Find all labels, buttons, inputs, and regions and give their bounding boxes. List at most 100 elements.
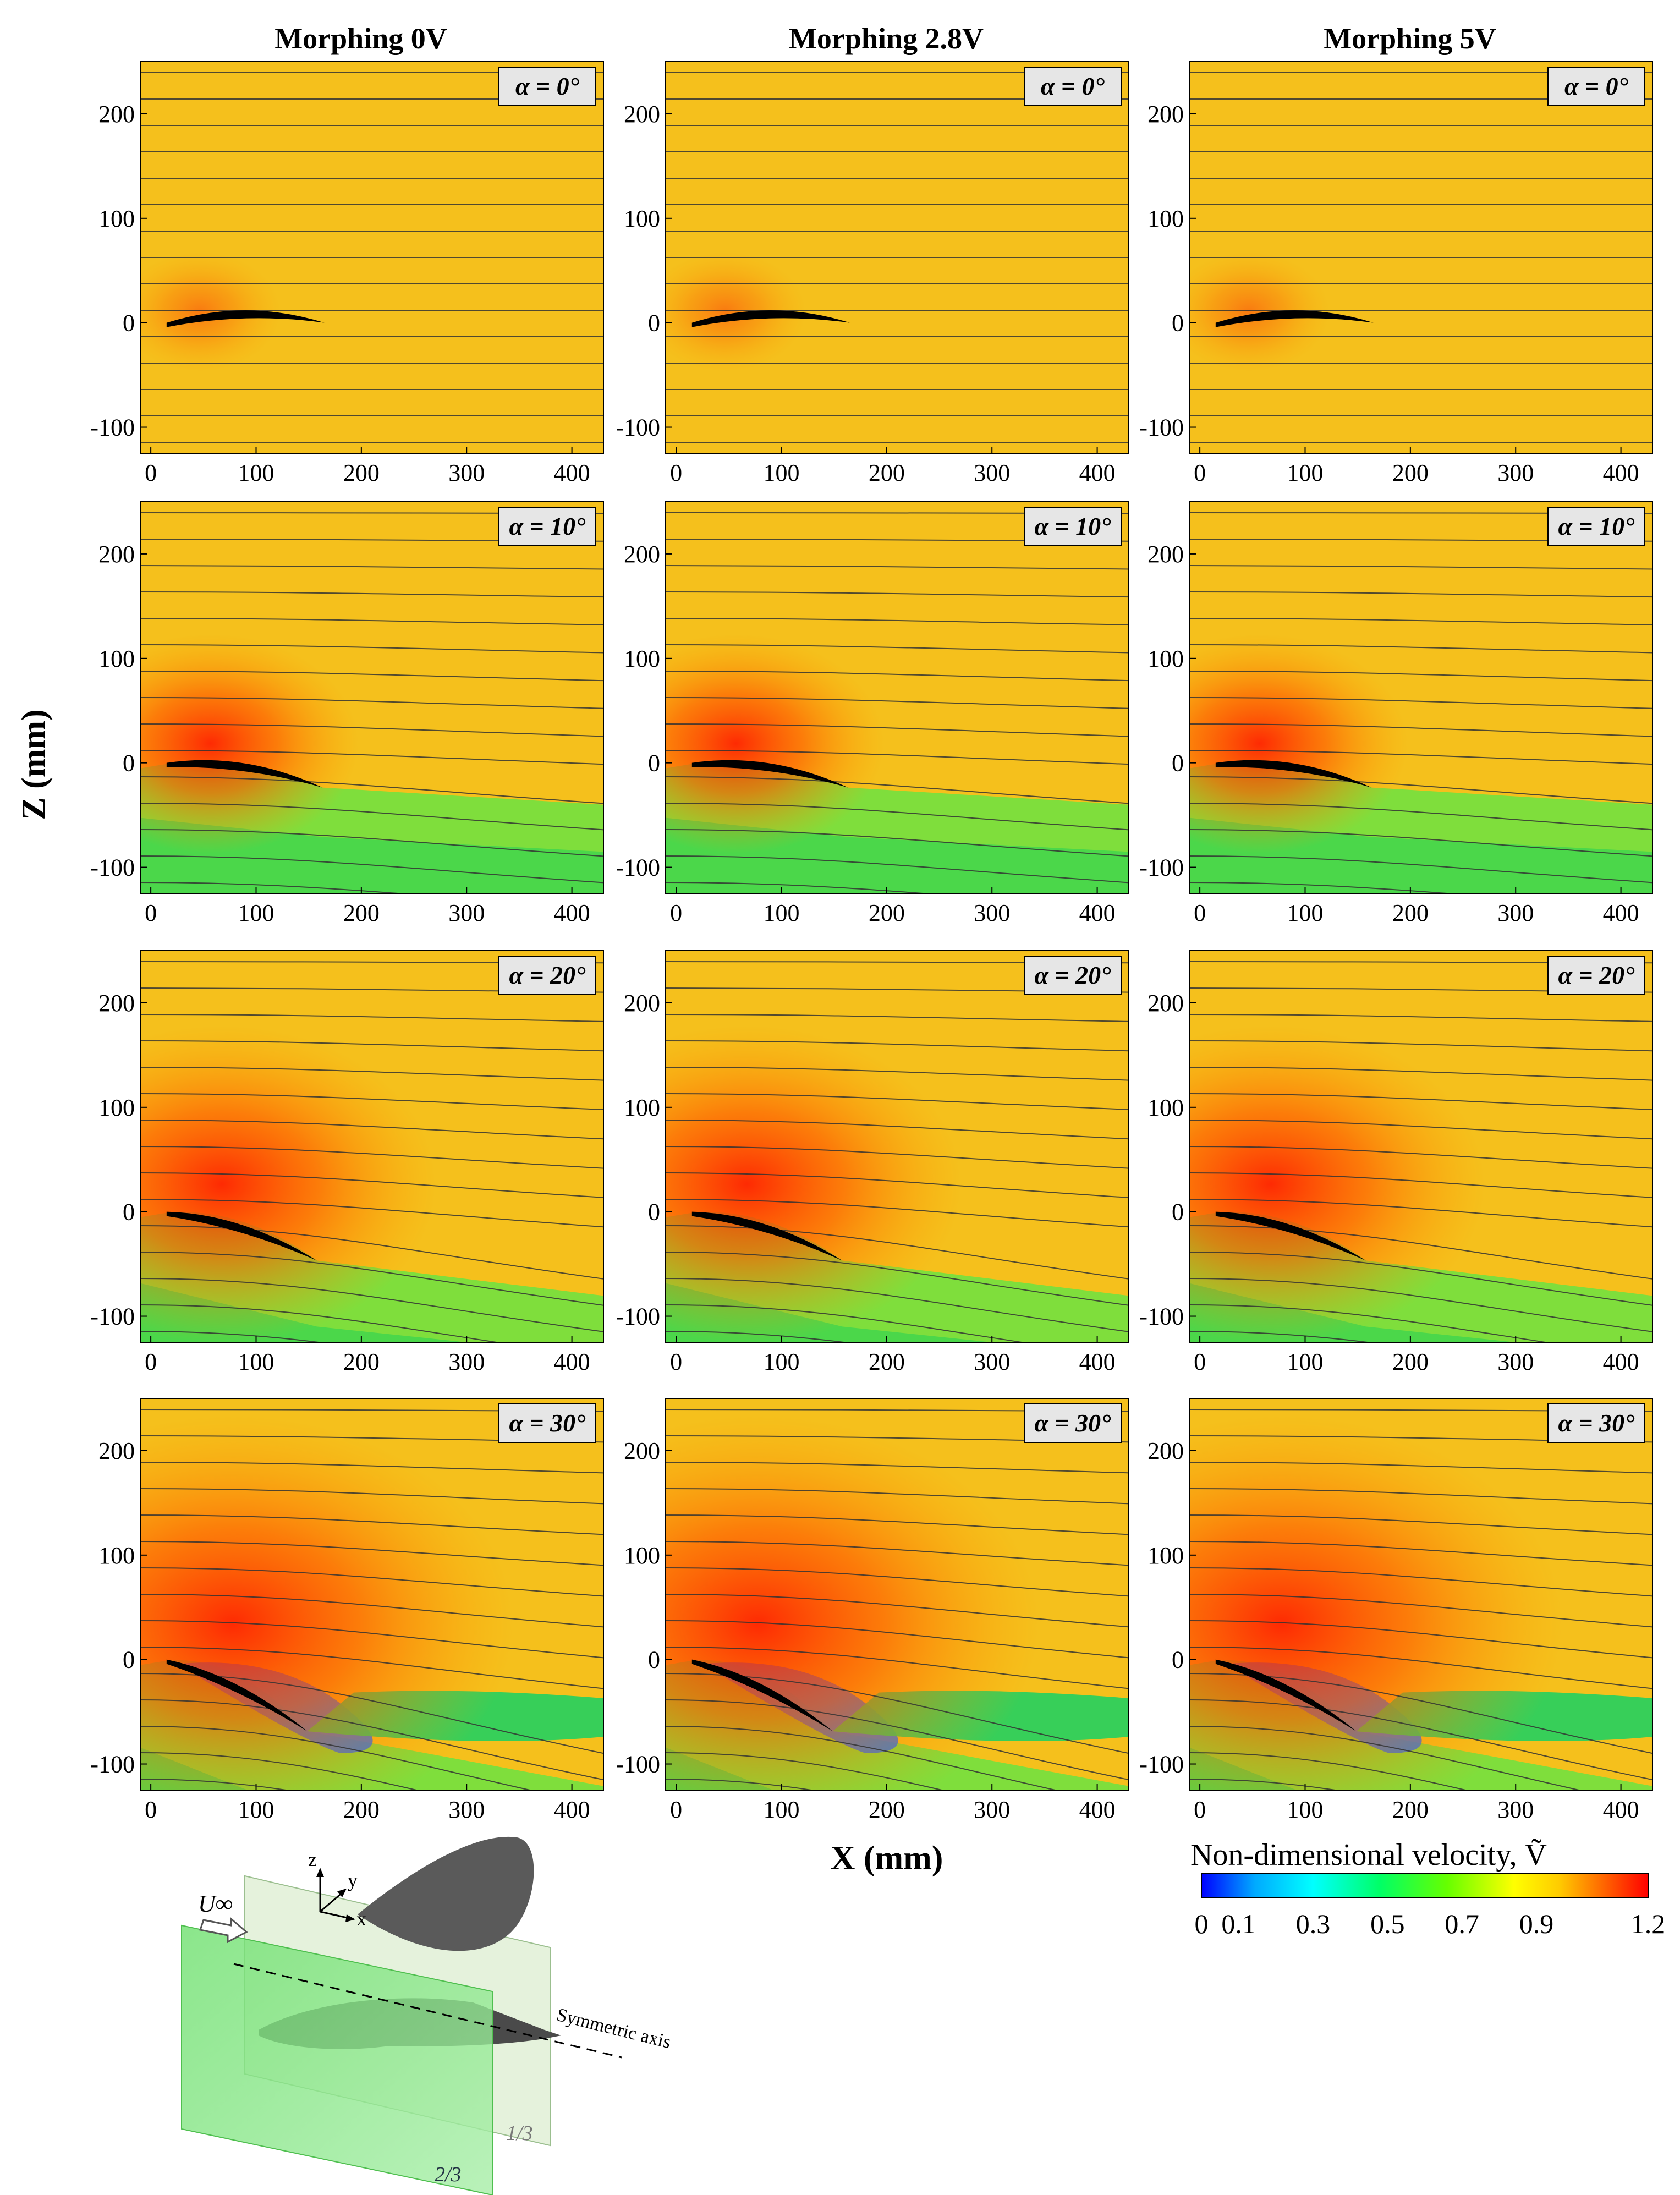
y-tick-label: 200 bbox=[98, 1437, 135, 1464]
x-tick-label: 300 bbox=[1497, 1796, 1534, 1823]
panel-frame bbox=[140, 950, 604, 1343]
x-tick-label: 300 bbox=[1497, 1348, 1534, 1375]
alpha-label-box bbox=[498, 1403, 596, 1443]
x-tick-label: 100 bbox=[764, 1796, 800, 1823]
wing-section bbox=[1215, 1211, 1366, 1261]
x-tick-label: 100 bbox=[1287, 459, 1324, 486]
x-tick-label: 400 bbox=[554, 1348, 590, 1375]
alpha-label-box bbox=[498, 507, 596, 546]
x-tick-label: 0 bbox=[145, 1796, 157, 1823]
x-tick-label: 0 bbox=[670, 459, 682, 486]
x-tick-label: 300 bbox=[974, 459, 1010, 486]
y-tick-label: 0 bbox=[648, 1199, 660, 1226]
high-speed-region bbox=[140, 1024, 437, 1342]
wing-section bbox=[166, 1659, 308, 1731]
colorbar-gradient bbox=[1201, 1873, 1649, 1898]
alpha-label: α = 20° bbox=[1034, 961, 1111, 989]
x-tick-label: 400 bbox=[1079, 899, 1116, 926]
flow-panel: α = 10° 0 100 200 300 400 200 100 0 -100 bbox=[90, 501, 604, 926]
y-tick-label: 100 bbox=[98, 205, 135, 232]
flow-panel: α = 0° 0 100 200 300 400 200 100 0 -100 bbox=[1139, 61, 1653, 486]
x-tick-label: 300 bbox=[1497, 459, 1534, 486]
panel-frame bbox=[140, 61, 604, 454]
y-tick-label: 200 bbox=[1148, 1437, 1184, 1464]
panel-grid: α = 0° 0 100 200 300 400 200 100 0 -100 α = 0° 0 100… bbox=[90, 61, 1653, 1823]
x-tick-label: 100 bbox=[238, 1796, 274, 1823]
high-speed-region bbox=[666, 1024, 963, 1342]
x-tick-label: 200 bbox=[869, 459, 905, 486]
flow-panel: α = 0° 0 100 200 300 400 200 100 0 -100 bbox=[90, 61, 604, 486]
alpha-label: α = 30° bbox=[1558, 1409, 1635, 1437]
y-tick-label: 100 bbox=[98, 1542, 135, 1569]
y-tick-label: 0 bbox=[1172, 1199, 1184, 1226]
y-tick-label: 100 bbox=[624, 205, 660, 232]
x-tick-label: 400 bbox=[1079, 1796, 1116, 1823]
y-tick-label: -100 bbox=[90, 1751, 135, 1778]
alpha-label-box bbox=[498, 67, 596, 106]
x-tick-label: 200 bbox=[343, 1796, 380, 1823]
y-tick-label: 200 bbox=[624, 101, 660, 128]
y-tick-label: -100 bbox=[1139, 414, 1184, 441]
y-tick-label: -100 bbox=[616, 1751, 660, 1778]
x-axis-label: X (mm) bbox=[831, 1840, 943, 1877]
x-tick-label: 100 bbox=[238, 1348, 274, 1375]
high-speed-region bbox=[140, 1414, 515, 1790]
high-speed-region bbox=[140, 633, 359, 854]
panel-frame bbox=[1189, 1398, 1653, 1791]
alpha-label-box bbox=[1547, 1403, 1645, 1443]
axis-y-arrowhead bbox=[337, 1889, 347, 1897]
x-tick-label: 200 bbox=[869, 899, 905, 926]
x-tick-label: 300 bbox=[974, 1348, 1010, 1375]
y-tick-label: 200 bbox=[624, 541, 660, 568]
y-tick-label: 100 bbox=[98, 1094, 135, 1121]
x-tick-label: 0 bbox=[1194, 899, 1206, 926]
flow-panel: α = 20° 0 100 200 300 400 200 100 0 -100 bbox=[1139, 950, 1653, 1375]
x-tick-label: 0 bbox=[145, 459, 157, 486]
x-tick-label: 100 bbox=[238, 899, 274, 926]
wing-section bbox=[166, 760, 323, 788]
streamlines bbox=[1189, 512, 1652, 893]
high-speed-region bbox=[1189, 633, 1408, 854]
y-tick-label: 0 bbox=[1172, 310, 1184, 337]
alpha-label: α = 10° bbox=[1034, 512, 1111, 540]
column-title: Morphing 0V bbox=[274, 22, 447, 55]
panel-frame bbox=[665, 950, 1129, 1343]
alpha-label: α = 20° bbox=[509, 961, 586, 989]
x-tick-label: 200 bbox=[869, 1348, 905, 1375]
alpha-label-box bbox=[1547, 507, 1645, 546]
alpha-label: α = 30° bbox=[1034, 1409, 1111, 1437]
y-tick-label: 100 bbox=[624, 1542, 660, 1569]
streamlines bbox=[666, 72, 1129, 443]
y-tick-label: 100 bbox=[624, 1094, 660, 1121]
x-tick-label: 200 bbox=[343, 899, 380, 926]
x-tick-label: 200 bbox=[869, 1796, 905, 1823]
wing-section bbox=[691, 1211, 842, 1261]
alpha-label-box bbox=[1024, 956, 1122, 995]
y-tick-label: 0 bbox=[1172, 1647, 1184, 1673]
x-tick-label: 100 bbox=[764, 1348, 800, 1375]
y-tick-label: -100 bbox=[1139, 854, 1184, 881]
y-tick-label: 0 bbox=[648, 1647, 660, 1673]
flow-panel: α = 30° 0 100 200 300 400 200 100 0 -100 bbox=[90, 1398, 604, 1823]
x-tick-label: 400 bbox=[554, 459, 590, 486]
plane-1-label: 1/3 bbox=[506, 2122, 533, 2145]
panel-frame bbox=[1189, 950, 1653, 1343]
y-tick-label: 100 bbox=[1148, 645, 1184, 672]
x-tick-label: 400 bbox=[1079, 459, 1116, 486]
alpha-label-box bbox=[1547, 67, 1645, 106]
y-tick-label: 200 bbox=[1148, 101, 1184, 128]
wing-section bbox=[1215, 310, 1374, 327]
y-tick-label: 200 bbox=[624, 1437, 660, 1464]
x-tick-label: 100 bbox=[238, 459, 274, 486]
x-tick-label: 100 bbox=[1287, 1348, 1324, 1375]
x-tick-label: 300 bbox=[1497, 899, 1534, 926]
x-tick-label: 0 bbox=[145, 899, 157, 926]
y-tick-label: -100 bbox=[1139, 1751, 1184, 1778]
colorbar-tick-label: 0.7 bbox=[1445, 1908, 1479, 1939]
alpha-label: α = 10° bbox=[509, 512, 586, 540]
y-tick-label: 0 bbox=[123, 310, 135, 337]
panel-frame bbox=[140, 501, 604, 894]
x-tick-label: 300 bbox=[448, 1348, 485, 1375]
alpha-label: α = 0° bbox=[515, 72, 580, 100]
